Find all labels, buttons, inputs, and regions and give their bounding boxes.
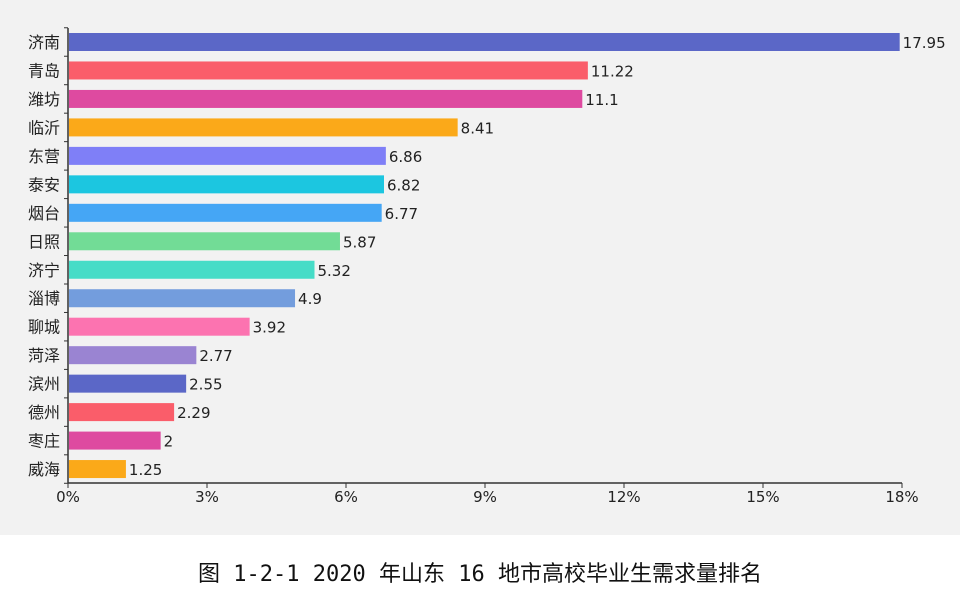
bar-临沂 — [69, 118, 458, 137]
bar-济南 — [69, 33, 900, 51]
data-label: 5.32 — [317, 262, 350, 280]
bar-菏泽 — [69, 346, 197, 365]
category-label: 烟台 — [28, 204, 60, 223]
data-label: 2.29 — [177, 404, 210, 422]
bar-淄博 — [69, 289, 296, 308]
data-label: 2 — [164, 433, 174, 451]
bar-泰安 — [69, 175, 384, 194]
data-label: 8.41 — [461, 119, 494, 137]
data-label: 6.77 — [385, 205, 418, 223]
x-tick-label: 12% — [607, 488, 640, 506]
category-label: 枣庄 — [28, 432, 60, 451]
bar-济宁 — [69, 260, 315, 279]
data-label: 6.86 — [389, 148, 422, 166]
data-label: 2.77 — [199, 347, 232, 365]
x-tick-label: 0% — [56, 488, 80, 506]
figure-caption: 图 1-2-1 2020 年山东 16 地市高校毕业生需求量排名 — [198, 562, 762, 587]
category-label: 青岛 — [28, 61, 60, 80]
data-label: 6.82 — [387, 176, 420, 194]
x-tick-label: 18% — [885, 488, 918, 506]
category-label: 济宁 — [28, 261, 60, 280]
data-label: 3.92 — [253, 319, 286, 337]
category-label: 济南 — [28, 33, 60, 52]
x-tick-label: 15% — [746, 488, 779, 506]
bar-威海 — [69, 460, 126, 479]
category-label: 潍坊 — [28, 90, 60, 109]
bar-chart: 济南 17.95 青岛 11.22 潍坊 11.1 临沂 8.41 东营 6.86 泰安 6.82 烟台… — [28, 27, 946, 506]
bar-烟台 — [69, 203, 382, 222]
data-label: 17.95 — [903, 34, 946, 52]
bar-青岛 — [69, 61, 588, 80]
category-label: 淄博 — [28, 289, 60, 308]
category-label: 聊城 — [28, 318, 60, 337]
data-label: 11.1 — [585, 91, 618, 109]
bar-枣庄 — [69, 431, 161, 450]
category-label: 东营 — [28, 147, 60, 166]
data-label: 5.87 — [343, 233, 376, 251]
bar-聊城 — [69, 317, 250, 336]
data-label: 2.55 — [189, 376, 222, 394]
bar-东营 — [69, 146, 386, 165]
bar-日照 — [69, 232, 340, 251]
bar-潍坊 — [69, 89, 583, 108]
data-label: 11.22 — [591, 62, 634, 80]
x-tick-label: 9% — [473, 488, 497, 506]
category-label: 临沂 — [28, 118, 60, 137]
category-label: 日照 — [28, 232, 60, 251]
category-label: 威海 — [28, 460, 60, 479]
category-label: 泰安 — [28, 175, 60, 194]
category-label: 菏泽 — [28, 346, 60, 365]
data-label: 4.9 — [298, 290, 322, 308]
x-tick-label: 6% — [334, 488, 358, 506]
bar-德州 — [69, 403, 175, 422]
category-label: 德州 — [28, 403, 60, 422]
x-tick-label: 3% — [195, 488, 219, 506]
bar-滨州 — [69, 374, 187, 393]
data-label: 1.25 — [129, 461, 162, 479]
category-label: 滨州 — [28, 375, 60, 394]
